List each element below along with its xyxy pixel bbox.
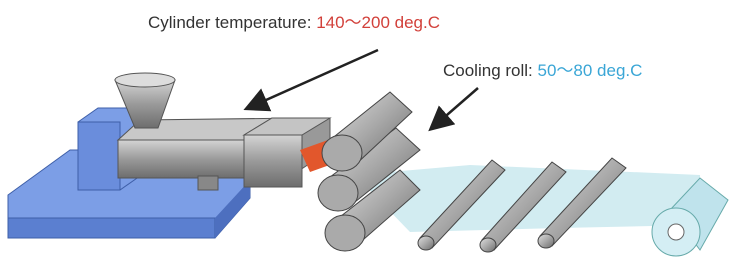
die-front (244, 135, 302, 187)
cooling-label: Cooling roll: 50～80 deg.C (443, 61, 642, 80)
support (198, 176, 218, 190)
motor-front (78, 122, 120, 190)
cylinder-name: Cylinder temperature: (148, 13, 316, 32)
cooling-name: Cooling roll: (443, 61, 538, 80)
base-front (8, 218, 215, 238)
cylinder-value: 140～200 deg.C (316, 13, 440, 32)
diagram: Cylinder temperature: 140～200 deg.C Cool… (0, 0, 730, 259)
hopper-top (115, 73, 175, 87)
arrow (248, 50, 378, 108)
cooling-value: 50～80 deg.C (538, 61, 643, 80)
cylinder-label: Cylinder temperature: 140～200 deg.C (148, 13, 440, 32)
arrow (432, 88, 478, 128)
